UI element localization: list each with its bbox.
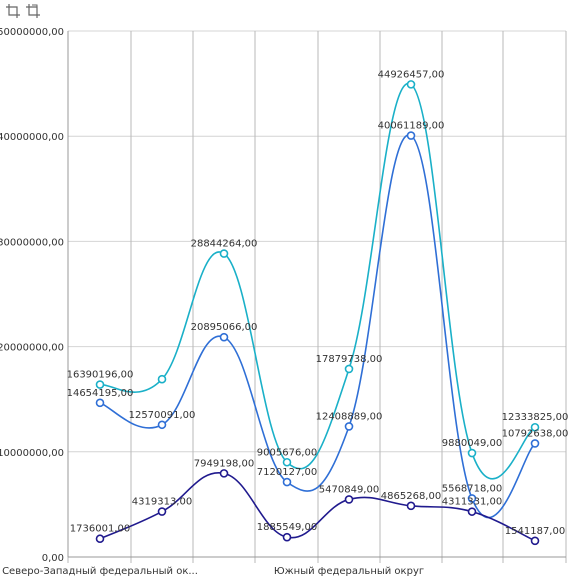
data-point	[219, 469, 229, 478]
data-point	[282, 477, 292, 487]
data-label: 7949198,00	[194, 458, 254, 469]
chart-toolbar	[6, 4, 40, 20]
data-label: 5470849,00	[319, 484, 379, 495]
data-label: 9880049,00	[442, 438, 502, 449]
data-point	[344, 422, 354, 431]
data-point	[406, 80, 416, 89]
data-label: 40061189,00	[378, 121, 445, 132]
data-label: 12333825,00	[502, 412, 569, 423]
data-point	[344, 364, 354, 374]
data-label: 28844264,00	[191, 239, 258, 250]
data-point	[530, 536, 540, 546]
data-label: 5568718,00	[442, 483, 502, 494]
x-tick-label: Южный федеральный округ	[274, 566, 424, 577]
data-label: 4865268,00	[381, 491, 441, 502]
data-label: 7120127,00	[257, 467, 317, 478]
data-point	[219, 332, 229, 342]
data-point	[95, 534, 105, 544]
data-label: 12408889,00	[316, 411, 383, 422]
data-point	[282, 457, 292, 467]
data-label: 17879738,00	[316, 354, 383, 365]
data-point	[467, 494, 477, 503]
chart-axes: 0,00 10000000,00 20000000,00 30000000,00 400…	[0, 27, 566, 577]
chart-series	[95, 80, 540, 546]
data-label: 4311331,00	[442, 497, 502, 508]
data-point	[467, 448, 477, 458]
data-point	[406, 501, 416, 511]
data-point	[95, 398, 105, 408]
data-point	[219, 249, 229, 258]
data-point	[344, 495, 354, 504]
data-label: 1541187,00	[505, 526, 565, 537]
y-tick-label: 30000000,00	[0, 237, 64, 248]
y-tick-label: 10000000,00	[0, 448, 64, 459]
chart-data-labels: 16390196,00 28844264,00 9005676,00 17879738…	[67, 69, 569, 536]
data-label: 4319313,00	[132, 497, 192, 508]
series-line	[99, 472, 536, 542]
data-label: 20895066,00	[191, 322, 258, 333]
data-label: 1885549,00	[257, 522, 317, 533]
data-label: 1736001,00	[70, 524, 130, 535]
data-label: 9005676,00	[257, 447, 317, 458]
data-label: 16390196,00	[67, 370, 134, 381]
data-point	[282, 532, 292, 542]
y-tick-label: 20000000,00	[0, 343, 64, 354]
data-label: 10792638,00	[502, 428, 569, 439]
data-point	[157, 420, 167, 430]
data-point	[530, 422, 540, 432]
data-label: 14654195,00	[67, 388, 134, 399]
data-point	[95, 380, 105, 389]
data-label: 12570091,00	[129, 410, 196, 421]
y-tick-label: 0,00	[42, 553, 64, 564]
data-point	[157, 507, 167, 516]
y-tick-label: 50000000,00	[0, 27, 64, 38]
data-point	[406, 131, 416, 140]
crop-icon[interactable]	[6, 4, 20, 18]
data-point	[530, 439, 540, 448]
data-point	[157, 374, 167, 384]
data-point	[467, 507, 477, 516]
series-line	[99, 134, 536, 519]
x-tick-label: Северо-Западный федеральный ок...	[2, 566, 198, 577]
data-label: 44926457,00	[378, 69, 445, 80]
y-tick-label: 40000000,00	[0, 132, 64, 143]
crop-alt-icon[interactable]	[26, 4, 40, 18]
